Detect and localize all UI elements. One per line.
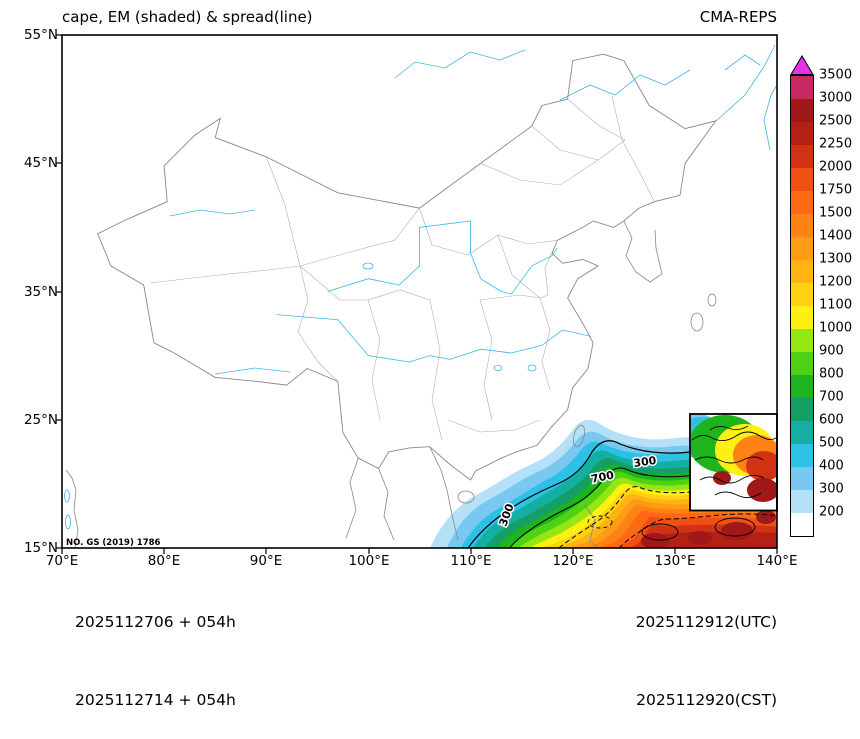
colorbar-segment [791, 421, 813, 444]
inset-contours [691, 425, 776, 498]
geography-layer [64, 44, 777, 548]
colorbar-segment [791, 283, 813, 306]
valid-time-utc: 2025112912(UTC) [635, 613, 777, 631]
model-name-label: CMA-REPS [699, 8, 777, 26]
colorbar-segment [791, 99, 813, 122]
colorbar-segment [791, 352, 813, 375]
valid-time-cst: 2025112920(CST) [636, 691, 777, 709]
contour-label: 300 [633, 454, 658, 470]
chart-title: cape, EM (shaded) & spread(line) [62, 8, 313, 26]
colorbar-segment [791, 398, 813, 421]
map-approval-note: NO. GS (2019) 1786 [66, 538, 161, 548]
china-outline [97, 53, 717, 481]
colorbar-segment [791, 237, 813, 260]
footer-init-times: 2025112706 + 054h 2025112714 + 054h [75, 557, 236, 739]
colorbar-segment [791, 191, 813, 214]
colorbar-segment [791, 467, 813, 490]
colorbar-segment [791, 260, 813, 283]
colorbar-over-arrow [790, 55, 814, 75]
init-time-utc: 2025112706 + 054h [75, 613, 236, 631]
contour-label: 700 [590, 468, 616, 486]
axis-ticks [56, 34, 778, 554]
colorbar-segment [791, 513, 813, 536]
colorbar-segment [791, 214, 813, 237]
weather-map-canvas: 300 700 300 [56, 34, 778, 554]
colorbar-segment [791, 490, 813, 513]
footer-valid-times: 2025112912(UTC) 2025112920(CST) [636, 557, 777, 739]
colorbar-segment [791, 306, 813, 329]
init-time-cst: 2025112714 + 054h [75, 691, 236, 709]
coastlines [65, 220, 717, 548]
colorbar-segment [791, 444, 813, 467]
rivers [64, 44, 777, 530]
colorbar-segment [791, 168, 813, 191]
inset-map [689, 413, 778, 512]
colorbar-segment [791, 76, 813, 99]
colorbar-segment [791, 145, 813, 168]
colorbar-segment [791, 329, 813, 352]
colorbar-segment [791, 122, 813, 145]
province-borders [149, 95, 655, 441]
colorbar-segment [791, 375, 813, 398]
colorbar [790, 75, 814, 537]
